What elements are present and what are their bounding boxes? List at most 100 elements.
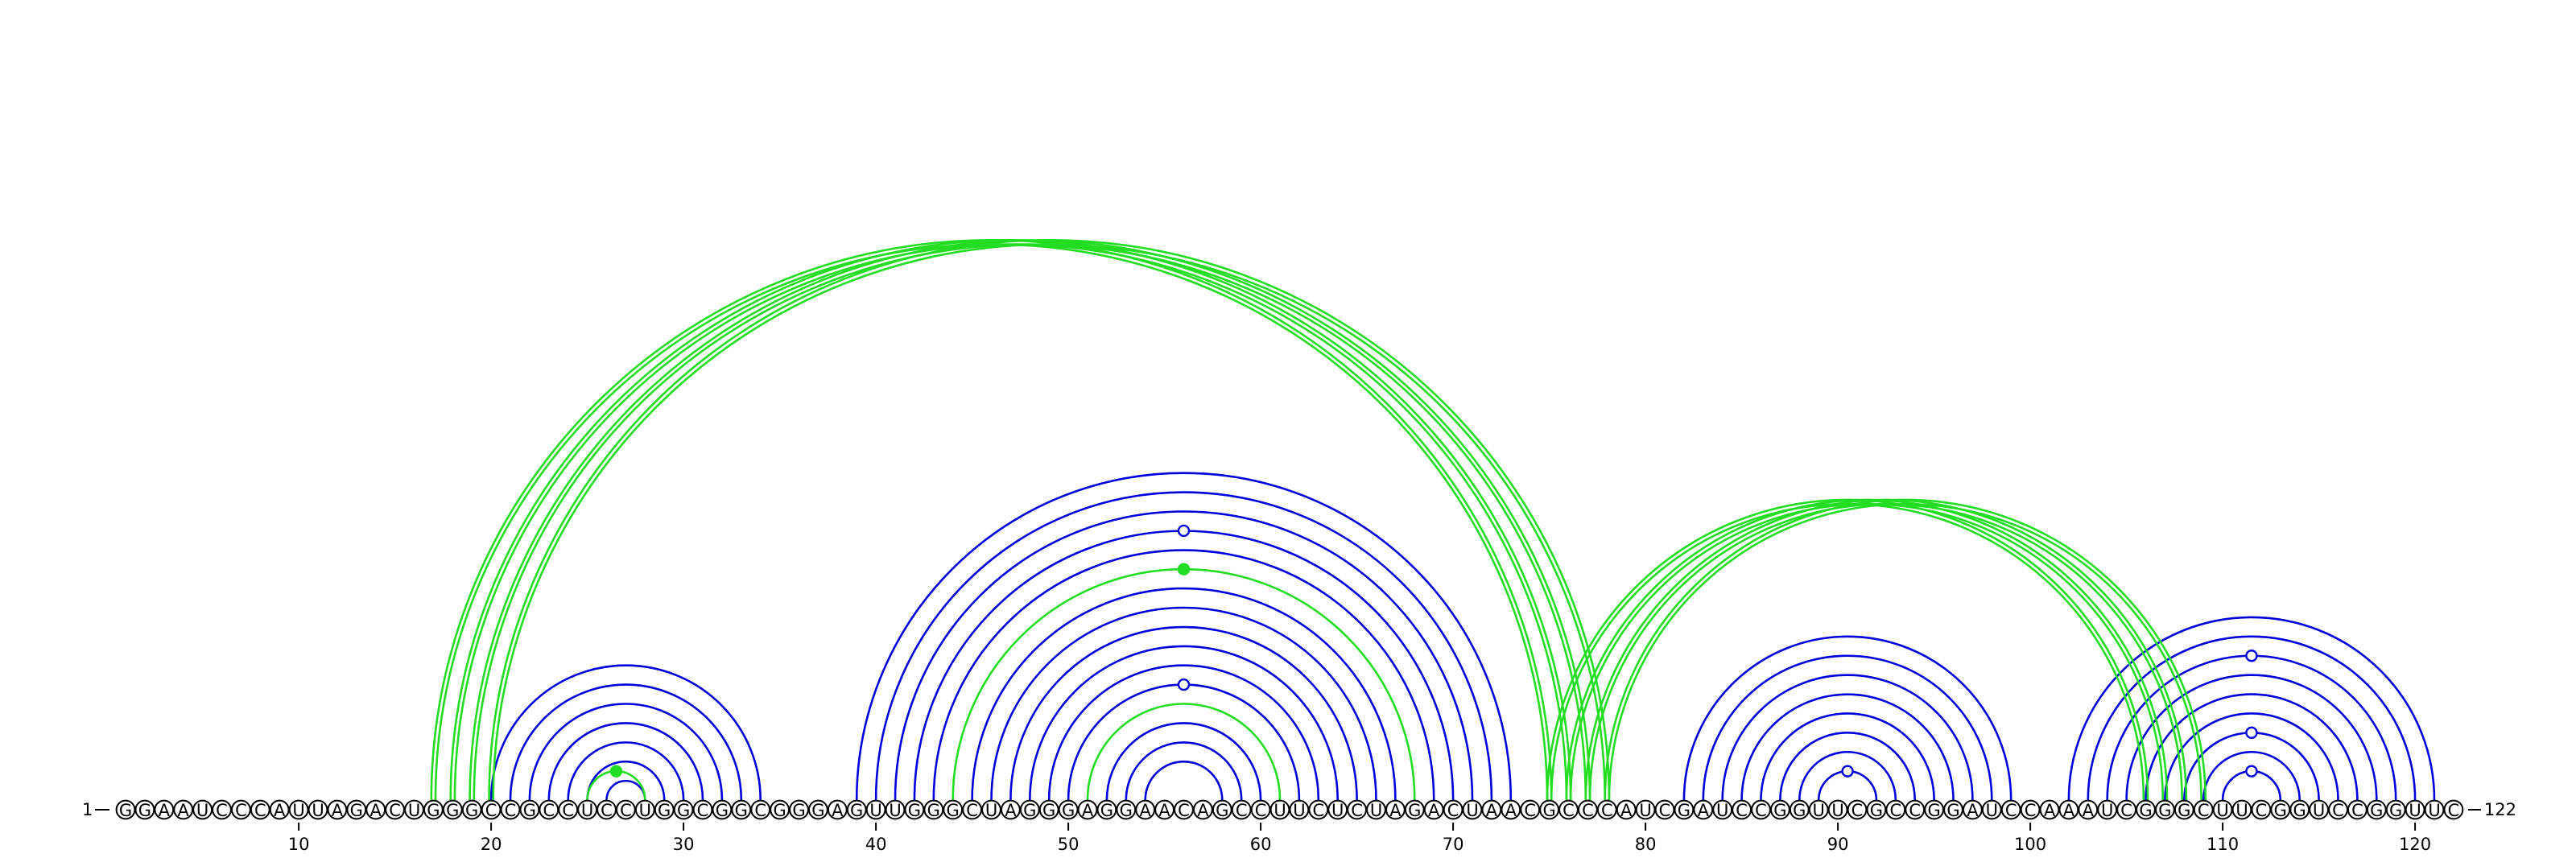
tick-label: 30 — [673, 835, 695, 854]
nucleotide-circle — [789, 799, 809, 820]
nucleotide-letter: C — [2198, 801, 2210, 820]
nucleotide-letter: U — [1293, 801, 1305, 820]
nucleotide-letter: A — [1005, 801, 1017, 820]
nucleotide: C — [481, 799, 502, 820]
nucleotide-circle — [250, 799, 270, 820]
nucleotide-letter: C — [1889, 801, 1901, 820]
nucleotide: C — [597, 799, 617, 820]
nucleotide: C — [1905, 799, 1926, 820]
nucleotide: U — [308, 799, 328, 820]
nucleotide-letter: C — [1312, 801, 1324, 820]
nucleotide-letter: A — [1082, 801, 1094, 820]
nucleotide: G — [673, 799, 694, 820]
nucleotide-letter: C — [1351, 801, 1363, 820]
nucleotide-circle — [2347, 799, 2368, 820]
base-pair-arc — [2164, 712, 2339, 801]
nucleotide-circle — [1501, 799, 1521, 820]
nucleotide-circle — [2251, 799, 2272, 820]
nucleotide-letter: U — [1716, 801, 1728, 820]
nucleotide-letter: G — [2274, 801, 2287, 820]
nucleotide-circle — [1789, 799, 1810, 820]
nucleotide-letter: G — [1793, 801, 1806, 820]
nucleotide-circle — [1924, 799, 1945, 820]
nucleotide-letter: C — [2120, 801, 2132, 820]
base-pair-arc — [1798, 750, 1897, 801]
nucleotide-letter: A — [1140, 801, 1152, 820]
nucleotide-letter: G — [792, 801, 805, 820]
nucleotide-circle — [577, 799, 597, 820]
nucleotide: G — [654, 799, 675, 820]
nucleotide: A — [269, 799, 290, 820]
nucleotide: G — [789, 799, 809, 820]
base-pair-arc — [586, 760, 666, 801]
nucleotide-letter: A — [1698, 801, 1710, 820]
nucleotide-circle — [558, 799, 579, 820]
nucleotide-letter: U — [2409, 801, 2421, 820]
nucleotide: G — [2155, 799, 2175, 820]
open-pair-marker — [1177, 678, 1191, 691]
nucleotide: U — [1327, 799, 1348, 820]
nucleotide: A — [365, 799, 386, 820]
nucleotide-circle — [634, 799, 655, 820]
nucleotide-circle — [500, 799, 521, 820]
base-pair-arc — [1604, 498, 2207, 801]
nucleotide-circle — [1327, 799, 1348, 820]
nucleotide-letter: G — [2178, 801, 2190, 820]
nucleotide: A — [1423, 799, 1444, 820]
tick-label: 100 — [2014, 835, 2046, 854]
nucleotide: G — [1924, 799, 1945, 820]
nucleotide: C — [1578, 799, 1598, 820]
nucleotide-letter: C — [543, 801, 555, 820]
nucleotide: A — [1616, 799, 1637, 820]
nucleotide-circle — [192, 799, 213, 820]
nucleotide: C — [385, 799, 406, 820]
nucleotide: U — [1981, 799, 2002, 820]
nucleotide: U — [2309, 799, 2330, 820]
base-pair-arc — [2145, 693, 2359, 801]
nucleotide-letter: A — [1389, 801, 1402, 820]
nucleotide: C — [962, 799, 982, 820]
nucleotide: A — [327, 799, 348, 820]
nucleotide: A — [1963, 799, 1983, 820]
nucleotide: U — [634, 799, 655, 820]
nucleotide: G — [1404, 799, 1425, 820]
nucleotide-circle — [2424, 799, 2445, 820]
nucleotide-letter: C — [1255, 801, 1267, 820]
nucleotide-letter: U — [2313, 801, 2325, 820]
nucleotide-letter: G — [119, 801, 132, 820]
nucleotide-letter: C — [2005, 801, 2017, 820]
open-pair-marker — [2245, 765, 2258, 778]
nucleotide-circle — [2193, 799, 2214, 820]
nucleotide-letter: U — [196, 801, 208, 820]
nucleotide: A — [1077, 799, 1098, 820]
nucleotide: U — [2231, 799, 2252, 820]
nucleotide-circle — [2289, 799, 2310, 820]
nucleotide-letter: C — [1563, 801, 1575, 820]
nucleotide-circle — [173, 799, 194, 820]
nucleotide-letter: G — [2293, 801, 2306, 820]
nucleotide-letter: G — [1120, 801, 1133, 820]
nucleotide: G — [2289, 799, 2310, 820]
nucleotide: C — [2020, 799, 2041, 820]
nucleotide-letter: G — [677, 801, 690, 820]
base-pair-arc — [1029, 645, 1339, 801]
nucleotide: C — [2443, 799, 2464, 820]
nucleotide-circle — [1462, 799, 1483, 820]
nucleotide: U — [192, 799, 213, 820]
nucleotide: G — [943, 799, 964, 820]
nucleotide: C — [1596, 799, 1617, 820]
nucleotide-circle — [2443, 799, 2464, 820]
nucleotide-circle — [1001, 799, 1021, 820]
nucleotide: G — [808, 799, 828, 820]
nucleotide-letter: C — [2256, 801, 2268, 820]
base-pair-arc — [971, 587, 1397, 801]
nucleotide-letter: A — [1486, 801, 1498, 820]
nucleotide-circle — [2097, 799, 2118, 820]
nucleotide-circle — [1963, 799, 1983, 820]
nucleotide-letter: U — [1331, 801, 1344, 820]
nucleotide-circle — [288, 799, 309, 820]
nucleotide-circle — [731, 799, 752, 820]
nucleotide: C — [616, 799, 636, 820]
nucleotide-circle — [1347, 799, 1367, 820]
nucleotide-circle — [1693, 799, 1714, 820]
